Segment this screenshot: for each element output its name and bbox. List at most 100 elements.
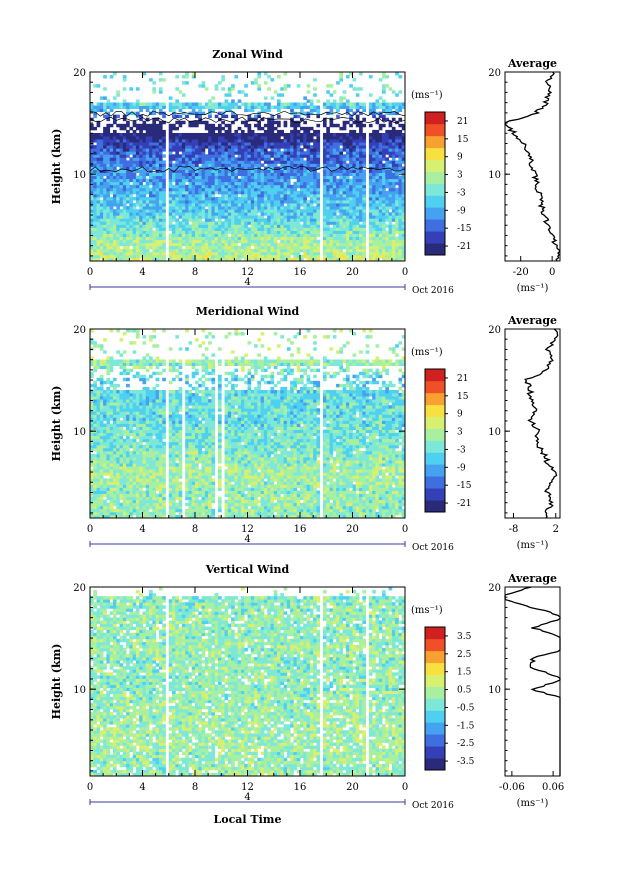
heatmap-cell	[208, 105, 212, 109]
heatmap-cell	[106, 441, 111, 446]
heatmap-cell	[155, 129, 160, 134]
heatmap-cell	[168, 151, 173, 155]
colorbar-tick-label: 21	[457, 117, 468, 127]
heatmap-cell	[345, 245, 350, 250]
heatmap-cell	[224, 157, 229, 161]
heatmap-cell	[181, 160, 186, 164]
heatmap-cell	[277, 132, 281, 137]
heatmap-cell	[149, 239, 153, 244]
heatmap-cell	[286, 245, 291, 250]
heatmap-cell	[96, 481, 101, 485]
heatmap-cell	[263, 251, 268, 256]
heatmap-cell	[359, 105, 363, 109]
heatmap-cell	[313, 239, 317, 244]
heatmap-cell	[359, 203, 363, 207]
heatmap-cell	[149, 251, 153, 256]
heatmap-cell	[90, 224, 94, 228]
heatmap-cell	[185, 151, 189, 155]
heatmap-cell	[273, 248, 278, 253]
heatmap-cell	[385, 200, 389, 204]
heatmap-cell	[382, 99, 386, 103]
heatmap-cell	[362, 178, 367, 183]
heatmap-cell	[109, 469, 114, 473]
heatmap-cell	[103, 108, 107, 113]
heatmap-cell	[172, 233, 176, 238]
heatmap-cell	[132, 160, 137, 164]
heatmap-cell	[208, 157, 212, 161]
heatmap-cell	[270, 203, 275, 207]
heatmap-cell	[155, 132, 160, 137]
heatmap-cell	[267, 154, 271, 158]
heatmap-cell	[103, 466, 107, 470]
heatmap-cell	[106, 396, 111, 400]
heatmap-cell	[296, 221, 301, 225]
heatmap-cell	[368, 196, 373, 201]
heatmap-cell	[378, 172, 383, 177]
heatmap-cell	[126, 257, 130, 262]
heatmap-cell	[231, 196, 235, 201]
heatmap-cell	[224, 218, 229, 222]
heatmap-cell	[96, 490, 101, 495]
heatmap-cell	[181, 187, 186, 192]
heatmap-cell	[336, 81, 340, 85]
heatmap-cell	[355, 93, 360, 97]
heatmap-cell	[99, 157, 104, 161]
heatmap-cell	[339, 154, 344, 158]
heatmap-cell	[152, 139, 157, 143]
heatmap-cell	[322, 102, 327, 106]
heatmap-cell	[391, 178, 396, 183]
heatmap-cell	[93, 496, 97, 501]
heatmap-cell	[303, 181, 307, 186]
heatmap-cell	[391, 136, 396, 140]
heatmap-cell	[178, 242, 183, 247]
heatmap-cell	[119, 166, 124, 170]
heatmap-cell	[280, 190, 284, 195]
heatmap-cell	[139, 203, 143, 207]
heatmap-cell	[135, 136, 140, 140]
heatmap-cell	[368, 123, 373, 128]
heatmap-cell	[112, 469, 117, 473]
heatmap-cell	[158, 166, 163, 170]
heatmap-cell	[224, 239, 229, 244]
heatmap-cell	[296, 148, 301, 152]
heatmap-cell	[149, 200, 153, 204]
heatmap-cell	[322, 218, 327, 222]
heatmap-cell	[244, 166, 248, 170]
heatmap-cell	[372, 145, 376, 149]
heatmap-cell	[280, 184, 284, 189]
heatmap-cell	[332, 184, 337, 189]
heatmap-cell	[372, 129, 376, 134]
heatmap-cell	[90, 145, 94, 149]
heatmap-cell	[398, 209, 403, 213]
heatmap-cell	[368, 145, 373, 149]
heatmap-cell	[106, 236, 111, 241]
heatmap-cell	[139, 172, 143, 177]
heatmap-cell	[135, 154, 140, 158]
heatmap-cell	[306, 172, 311, 177]
heatmap-cell	[322, 157, 327, 161]
heatmap-cell	[109, 139, 114, 143]
heatmap-cell	[326, 90, 330, 94]
heatmap-cell	[175, 175, 179, 180]
heatmap-cell	[188, 145, 193, 149]
heatmap-cell	[257, 154, 262, 158]
heatmap-cell	[106, 472, 111, 476]
heatmap-cell	[286, 136, 291, 140]
heatmap-cell	[109, 190, 114, 195]
heatmap-cell	[257, 87, 262, 91]
heatmap-cell	[401, 203, 406, 207]
heatmap-cell	[375, 120, 380, 125]
heatmap-cell	[283, 145, 288, 149]
heatmap-cell	[103, 414, 107, 418]
heatmap-cell	[336, 181, 340, 186]
heatmap-cell	[270, 245, 275, 250]
heatmap-cell	[368, 248, 373, 253]
heatmap-cell	[109, 157, 114, 161]
heatmap-cell	[263, 142, 268, 146]
heatmap-cell	[198, 169, 202, 173]
heatmap-cell	[103, 511, 107, 516]
heatmap-cell	[362, 148, 367, 152]
heatmap-cell	[204, 123, 209, 128]
heatmap-cell	[145, 236, 150, 241]
heatmap-cell	[254, 196, 258, 201]
